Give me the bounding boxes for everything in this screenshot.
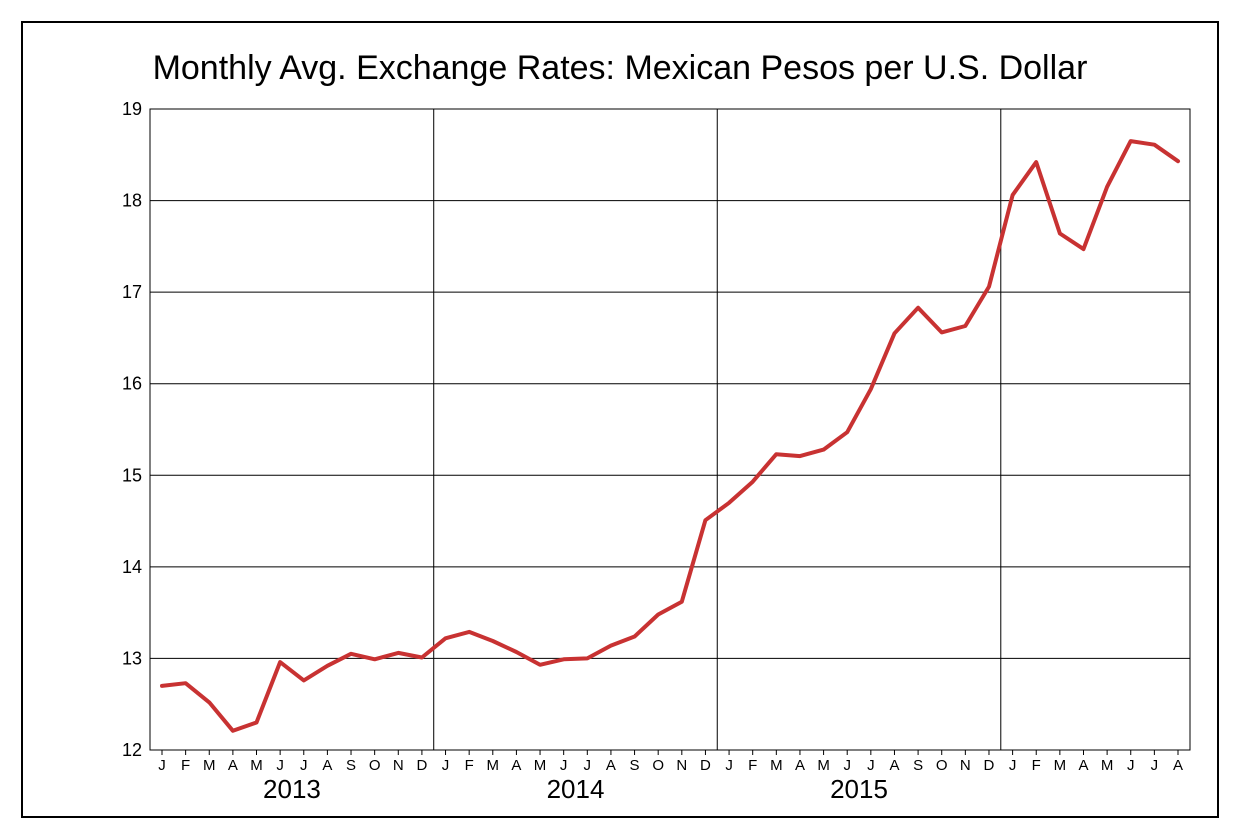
x-tick-label: A [1173, 757, 1183, 774]
x-tick-label: M [203, 757, 216, 774]
x-tick-label: J [843, 757, 851, 774]
x-tick-label: J [1009, 757, 1017, 774]
x-tick-label: J [158, 757, 166, 774]
y-tick-label: 19 [122, 99, 142, 119]
x-tick-label: A [511, 757, 521, 774]
x-tick-label: J [1127, 757, 1135, 774]
x-tick-label: M [250, 757, 263, 774]
year-label: 2013 [263, 774, 321, 804]
y-tick-label: 12 [122, 740, 142, 760]
x-tick-label: J [276, 757, 284, 774]
series-line [160, 139, 1180, 733]
x-tick-label: M [1101, 757, 1114, 774]
x-tick-label: A [322, 757, 332, 774]
plot-border [149, 108, 1191, 751]
chart-title: Monthly Avg. Exchange Rates: Mexican Pes… [152, 49, 1088, 87]
grid-lines [150, 109, 1190, 750]
x-tick-label: D [416, 757, 427, 774]
x-tick-label: S [630, 757, 640, 774]
plot-area [149, 108, 1191, 751]
x-tick-label: J [584, 757, 592, 774]
x-tick-label: N [393, 757, 404, 774]
x-tick-label: M [534, 757, 547, 774]
x-tick-label: O [936, 757, 948, 774]
y-tick-label: 13 [122, 648, 142, 668]
x-tick-label: M [817, 757, 830, 774]
x-tick-label: F [1032, 757, 1041, 774]
x-tick-label: A [606, 757, 616, 774]
x-tick-label: J [442, 757, 450, 774]
x-tick-label: S [346, 757, 356, 774]
x-tick-label: N [676, 757, 687, 774]
y-tick-label: 16 [122, 374, 142, 394]
y-tick-label: 15 [122, 465, 142, 485]
x-tick-label: S [913, 757, 923, 774]
year-label: 2014 [547, 774, 605, 804]
x-tick-label: F [748, 757, 757, 774]
x-tick-label: A [795, 757, 805, 774]
x-tick-label: A [1078, 757, 1088, 774]
x-tick-label: M [770, 757, 783, 774]
x-tick-label: M [1054, 757, 1067, 774]
x-tick-label: F [465, 757, 474, 774]
x-tick-label: O [652, 757, 664, 774]
y-tick-label: 17 [122, 282, 142, 302]
x-tick-label: D [984, 757, 995, 774]
x-tick-label: J [867, 757, 875, 774]
x-tick-label: J [560, 757, 568, 774]
x-tick-label: J [300, 757, 308, 774]
x-tick-label: J [725, 757, 733, 774]
year-label: 2015 [830, 774, 888, 804]
x-tick-label: J [1151, 757, 1159, 774]
series-layer [160, 139, 1180, 733]
y-tick-label: 18 [122, 191, 142, 211]
x-tick-label: A [228, 757, 238, 774]
x-tick-label: D [700, 757, 711, 774]
x-tick-label: N [960, 757, 971, 774]
y-tick-label: 14 [122, 557, 142, 577]
x-tick-label: O [369, 757, 381, 774]
x-tick-label: F [181, 757, 190, 774]
x-tick-label: A [889, 757, 899, 774]
x-tick-label: M [487, 757, 500, 774]
